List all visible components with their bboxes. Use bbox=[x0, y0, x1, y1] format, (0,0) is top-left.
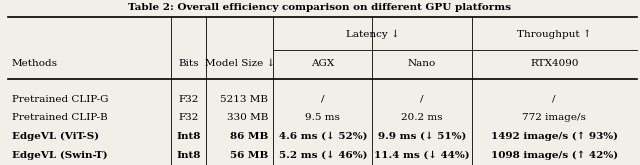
Text: RTX4090: RTX4090 bbox=[530, 59, 579, 68]
Text: EdgeVL (ViT-S): EdgeVL (ViT-S) bbox=[12, 132, 99, 141]
Text: Throughput ↑: Throughput ↑ bbox=[517, 30, 591, 39]
Text: Pretrained CLIP-G: Pretrained CLIP-G bbox=[12, 95, 108, 103]
Text: 1098 image/s (↑ 42%): 1098 image/s (↑ 42%) bbox=[491, 150, 618, 160]
Text: 330 MB: 330 MB bbox=[227, 113, 268, 122]
Text: Model Size ↓: Model Size ↓ bbox=[205, 59, 275, 68]
Text: 4.6 ms (↓ 52%): 4.6 ms (↓ 52%) bbox=[278, 132, 367, 141]
Text: 56 MB: 56 MB bbox=[230, 151, 268, 160]
Text: 11.4 ms (↓ 44%): 11.4 ms (↓ 44%) bbox=[374, 151, 470, 160]
Text: 1492 image/s (↑ 93%): 1492 image/s (↑ 93%) bbox=[491, 131, 618, 141]
Text: /: / bbox=[552, 95, 556, 103]
Text: Int8: Int8 bbox=[176, 132, 201, 141]
Text: EdgeVL (Swin-T): EdgeVL (Swin-T) bbox=[12, 150, 107, 160]
Text: AGX: AGX bbox=[311, 59, 335, 68]
Text: Table 2: Overall efficiency comparison on different GPU platforms: Table 2: Overall efficiency comparison o… bbox=[129, 3, 511, 12]
Text: Bits: Bits bbox=[178, 59, 199, 68]
Text: F32: F32 bbox=[179, 95, 198, 103]
Text: 5213 MB: 5213 MB bbox=[220, 95, 268, 103]
Text: Methods: Methods bbox=[12, 59, 58, 68]
Text: Pretrained CLIP-B: Pretrained CLIP-B bbox=[12, 113, 108, 122]
Text: 5.2 ms (↓ 46%): 5.2 ms (↓ 46%) bbox=[278, 151, 367, 160]
Text: /: / bbox=[420, 95, 424, 103]
Text: 20.2 ms: 20.2 ms bbox=[401, 113, 443, 122]
Text: Nano: Nano bbox=[408, 59, 436, 68]
Text: 772 image/s: 772 image/s bbox=[522, 113, 586, 122]
Text: 86 MB: 86 MB bbox=[230, 132, 268, 141]
Text: 9.5 ms: 9.5 ms bbox=[305, 113, 340, 122]
Text: 9.9 ms (↓ 51%): 9.9 ms (↓ 51%) bbox=[378, 132, 467, 141]
Text: /: / bbox=[321, 95, 324, 103]
Text: Int8: Int8 bbox=[176, 151, 201, 160]
Text: Latency ↓: Latency ↓ bbox=[346, 30, 399, 39]
Text: F32: F32 bbox=[179, 113, 198, 122]
